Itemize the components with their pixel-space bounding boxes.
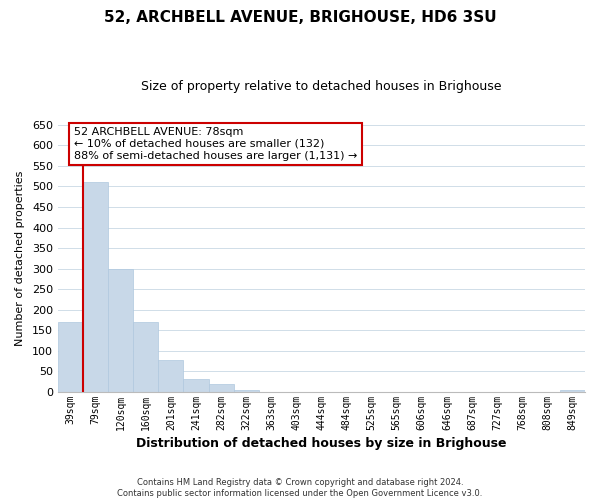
Title: Size of property relative to detached houses in Brighouse: Size of property relative to detached ho… xyxy=(141,80,502,93)
Bar xyxy=(158,360,184,392)
Bar xyxy=(560,390,585,392)
Bar xyxy=(233,390,259,392)
Bar xyxy=(184,379,209,392)
Text: 52, ARCHBELL AVENUE, BRIGHOUSE, HD6 3SU: 52, ARCHBELL AVENUE, BRIGHOUSE, HD6 3SU xyxy=(104,10,496,25)
X-axis label: Distribution of detached houses by size in Brighouse: Distribution of detached houses by size … xyxy=(136,437,507,450)
Y-axis label: Number of detached properties: Number of detached properties xyxy=(15,170,25,346)
Bar xyxy=(83,182,108,392)
Bar xyxy=(58,322,83,392)
Bar xyxy=(209,384,233,392)
Bar xyxy=(133,322,158,392)
Bar xyxy=(108,268,133,392)
Text: 52 ARCHBELL AVENUE: 78sqm
← 10% of detached houses are smaller (132)
88% of semi: 52 ARCHBELL AVENUE: 78sqm ← 10% of detac… xyxy=(74,128,357,160)
Text: Contains HM Land Registry data © Crown copyright and database right 2024.
Contai: Contains HM Land Registry data © Crown c… xyxy=(118,478,482,498)
